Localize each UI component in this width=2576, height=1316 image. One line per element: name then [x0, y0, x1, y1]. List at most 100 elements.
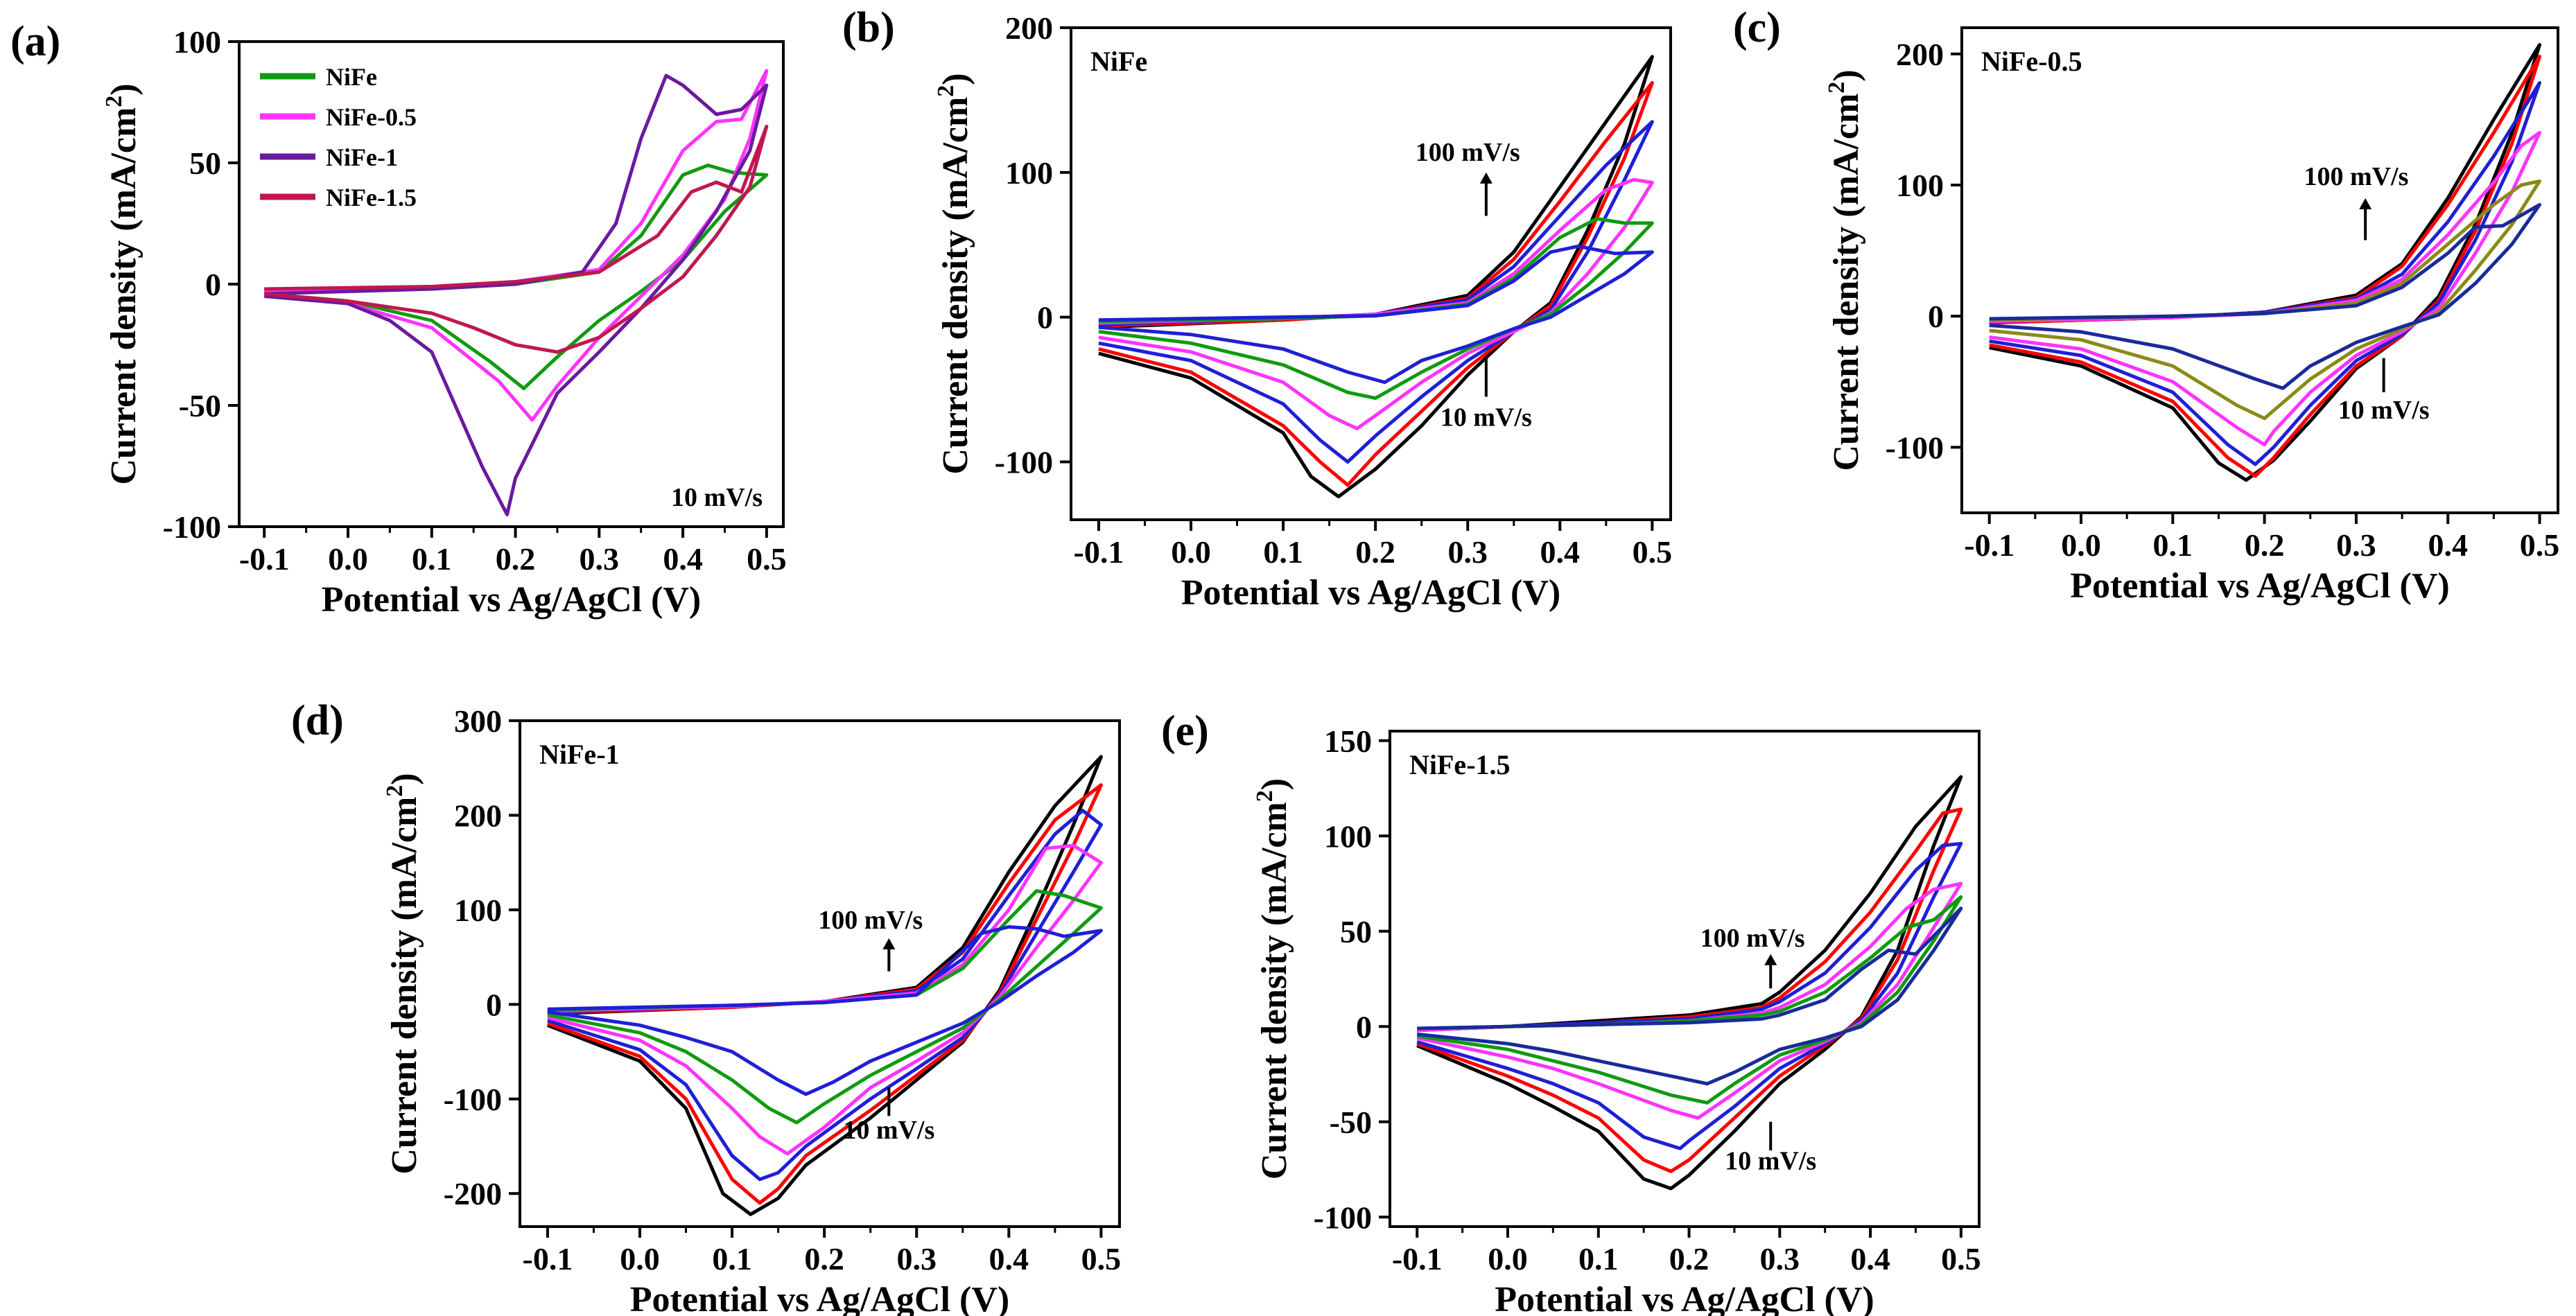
y-tick-label: 100: [454, 893, 502, 928]
y-tick-label: -50: [179, 388, 221, 423]
x-tick-label: 0.4: [663, 541, 703, 577]
x-tick-label: -0.1: [239, 541, 290, 577]
x-tick-label: 0.4: [1540, 534, 1581, 570]
chart-panel-e: (e) -0.1 0.0 0.1 0.2 0.3 0.4 0.5 -100 -50 0 50 100 15…: [1161, 708, 1981, 1316]
y-tick-label: 50: [189, 146, 221, 181]
series-line-10-mv-s: [1416, 906, 1963, 1086]
x-tick-label: 0.5: [1633, 534, 1673, 570]
x-tick-label: 0.0: [620, 1241, 660, 1276]
series-line-80-mv-s: [1416, 807, 1963, 1173]
series-line-10-mv-s: [547, 925, 1103, 1096]
series-line-40-mv-s: [1098, 177, 1654, 430]
annotation-10mvs: 10 mV/s: [1441, 403, 1532, 432]
panel-label: (e): [1161, 708, 1209, 755]
legend-entry: NiFe-1.5: [326, 184, 417, 211]
y-tick-label: -200: [444, 1176, 502, 1211]
x-axis-label: Potential vs Ag/AgCl (V): [1181, 573, 1560, 613]
panel-title: NiFe-1.5: [1409, 749, 1511, 780]
series-line-100-mv-s: [1098, 55, 1654, 499]
annotation-100mvs: 100 mV/s: [818, 906, 923, 935]
legend: NiFe NiFe-0.5 NiFe-1 NiFe-1.5: [260, 63, 417, 211]
series-line-nife-0-5: [263, 69, 769, 422]
y-tick-label: 0: [1928, 299, 1944, 334]
panel-label: (c): [1733, 4, 1781, 51]
annotation-10mvs: 10 mV/s: [2338, 396, 2430, 425]
x-tick-label: 0.0: [1171, 534, 1211, 570]
series-line-10-mv-s: [1098, 244, 1654, 385]
arrow-up-head: [2359, 198, 2372, 209]
arrow-up-head: [882, 938, 896, 949]
x-tick-label: 0.5: [1941, 1241, 1981, 1276]
y-tick-label: 200: [454, 798, 502, 833]
y-axis-label: Current density (mA/cm2): [1824, 69, 1866, 471]
x-tick-label: 0.1: [1263, 534, 1303, 570]
x-tick-label: 0.1: [2153, 527, 2193, 563]
x-tick-label: 0.1: [412, 541, 452, 577]
series-line-80-mv-s: [1989, 55, 2541, 478]
legend-entry: NiFe-0.5: [326, 103, 417, 131]
series-line-80-mv-s: [547, 783, 1103, 1205]
x-tick-label: 0.2: [1669, 1241, 1709, 1276]
y-tick-label: -100: [163, 509, 221, 545]
series-line-20-mv-s: [1416, 895, 1963, 1105]
panel-label: (d): [291, 697, 344, 744]
series-line-80-mv-s: [1098, 80, 1654, 487]
x-tick-label: 0.3: [1447, 534, 1488, 570]
y-axis-label: Current density (mA/cm2): [382, 773, 424, 1174]
x-tick-label: -0.1: [1964, 527, 2014, 563]
annotation-10mvs: 10 mV/s: [1725, 1147, 1816, 1176]
chart-panel-c: (c) -0.1 0.0 0.1 0.2 0.3 0.4 0.5 -100 0 100 200 Pote…: [1733, 4, 2559, 606]
arrow-up-head: [1764, 954, 1777, 965]
x-tick-label: 0.4: [1850, 1241, 1890, 1276]
panel-label: (a): [10, 18, 60, 65]
x-tick-label: 0.3: [2336, 527, 2376, 563]
y-tick-label: -100: [995, 444, 1053, 480]
y-tick-label: 0: [1037, 300, 1053, 335]
x-tick-label: 0.5: [747, 541, 787, 577]
scan-rate-annotation: 10 mV/s: [671, 483, 763, 512]
x-axis-label: Potential vs Ag/AgCl (V): [2070, 566, 2449, 606]
annotation-10mvs: 10 mV/s: [843, 1116, 934, 1145]
x-tick-label: 0.1: [1578, 1241, 1619, 1276]
y-tick-label: -100: [444, 1082, 502, 1117]
x-axis-label: Potential vs Ag/AgCl (V): [322, 580, 701, 620]
chart-panel-b: (b) -0.1 0.0 0.1 0.2 0.3 0.4 0.5 -100 0 100 200 Pote…: [842, 4, 1672, 613]
y-tick-label: 100: [1005, 155, 1053, 191]
series-line-100-mv-s: [546, 755, 1103, 1216]
series-line-60-mv-s: [547, 809, 1103, 1182]
y-axis-label: Current density (mA/cm2): [101, 83, 143, 484]
series-line-40-mv-s: [547, 843, 1103, 1156]
y-tick-label: 300: [454, 703, 502, 739]
x-tick-label: 0.5: [2520, 527, 2560, 563]
y-tick-label: 200: [1005, 10, 1053, 46]
y-tick-label: 200: [1896, 37, 1944, 72]
x-tick-label: 0.4: [989, 1241, 1029, 1276]
series-line-10-mv-s: [1989, 202, 2541, 390]
series-line-nife-1: [263, 73, 769, 516]
x-tick-label: 0.2: [1355, 534, 1395, 570]
y-tick-label: 100: [173, 24, 221, 60]
plot-frame: [1389, 730, 1981, 1228]
x-tick-label: -0.1: [523, 1241, 573, 1276]
annotation-100mvs: 100 mV/s: [1700, 924, 1805, 953]
y-tick-label: 100: [1896, 168, 1944, 203]
x-tick-label: -0.1: [1074, 534, 1124, 570]
y-tick-label: -100: [1886, 430, 1944, 465]
x-tick-label: 0.2: [804, 1241, 844, 1276]
y-axis-label: Current density (mA/cm2): [933, 73, 975, 474]
y-tick-label: -50: [1330, 1105, 1372, 1140]
x-tick-label: -0.1: [1392, 1241, 1443, 1276]
legend-entry: NiFe: [326, 63, 377, 91]
x-tick-label: 0.0: [2061, 527, 2101, 563]
x-tick-label: 0.3: [580, 541, 620, 577]
y-axis-label: Current density (mA/cm2): [1252, 778, 1294, 1179]
y-tick-label: 100: [1324, 818, 1372, 854]
x-tick-label: 0.4: [2428, 527, 2468, 563]
series-line-60-mv-s: [1416, 841, 1963, 1150]
x-tick-label: 0.2: [2245, 527, 2285, 563]
x-tick-label: 0.2: [496, 541, 536, 577]
x-tick-label: 0.3: [896, 1241, 937, 1276]
panel-title: NiFe-1: [539, 739, 620, 770]
series-line-60-mv-s: [1098, 120, 1654, 464]
